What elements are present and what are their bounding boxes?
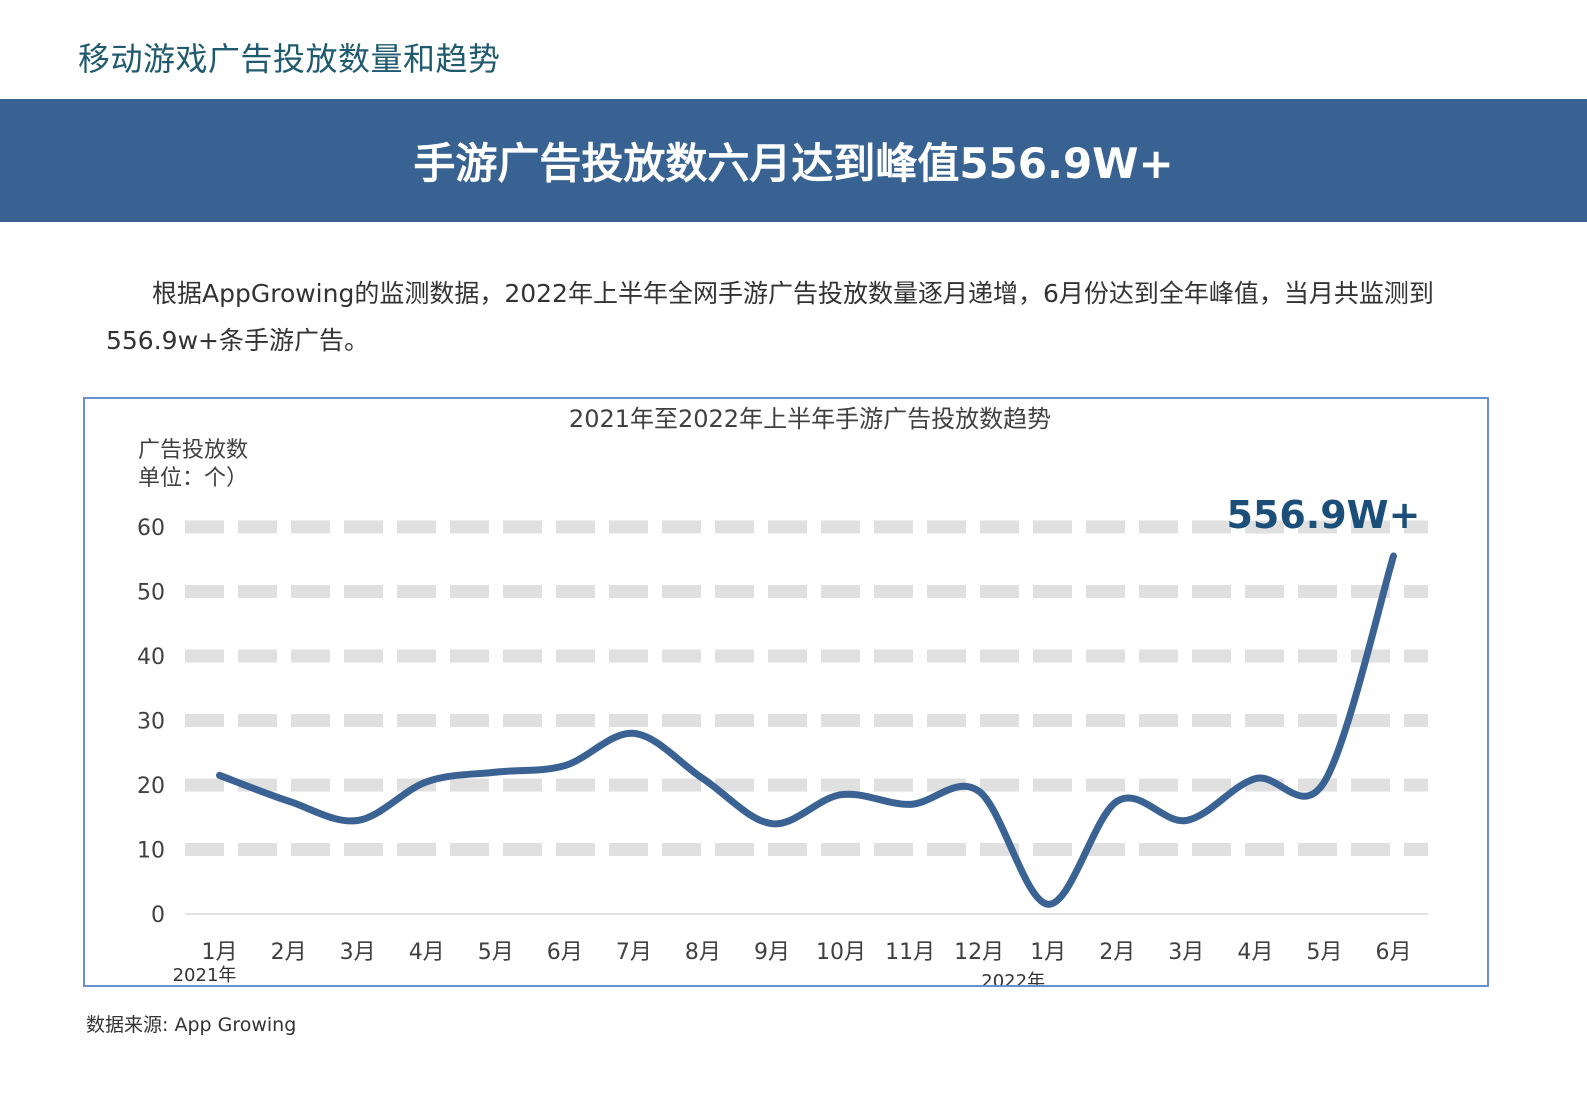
y-tick-label: 0 (151, 903, 165, 928)
x-tick-label: 11月 (885, 940, 935, 965)
y-axis-label-line1: 广告投放数 (138, 438, 248, 463)
data-point (909, 803, 911, 805)
x-tick-label: 4月 (1237, 940, 1273, 965)
x-tick-label: 5月 (1306, 940, 1342, 965)
year-label: 2022年 (981, 971, 1045, 985)
x-tick-label: 2月 (1099, 940, 1135, 965)
chart-frame: 2021年至2022年上半年手游广告投放数趋势 广告投放数 单位：个） 0 10 2… (83, 397, 1489, 992)
x-tick-label: 3月 (1168, 940, 1204, 965)
x-tick-label: 1月 (202, 940, 238, 965)
x-tick-label: 8月 (685, 940, 721, 965)
x-tick-label: 10月 (816, 940, 866, 965)
data-point (219, 774, 221, 776)
gridlines (185, 520, 1428, 915)
x-tick-label: 12月 (954, 940, 1004, 965)
headline-banner: 手游广告投放数六月达到峰值556.9W+ (0, 99, 1587, 222)
data-point (633, 732, 635, 734)
y-tick-label: 60 (137, 516, 165, 541)
headline-text: 手游广告投放数六月达到峰值556.9W+ (413, 139, 1174, 188)
data-point (1392, 555, 1394, 557)
x-tick-label: 9月 (754, 940, 790, 965)
y-tick-label: 30 (137, 710, 165, 735)
x-tick-label: 6月 (547, 940, 583, 965)
data-point (426, 781, 428, 783)
data-point (978, 790, 980, 792)
x-tick-label: 4月 (409, 940, 445, 965)
data-point (288, 800, 290, 802)
data-point (1254, 778, 1256, 780)
x-tick-label: 5月 (478, 940, 514, 965)
chart-title: 2021年至2022年上半年手游广告投放数趋势 (569, 405, 1051, 433)
data-point (1047, 903, 1049, 905)
x-tick-label: 3月 (340, 940, 376, 965)
data-point (840, 794, 842, 796)
page-title: 移动游戏广告投放数量和趋势 (78, 40, 501, 78)
y-tick-label: 40 (137, 645, 165, 670)
peak-annotation: 556.9W+ (1226, 493, 1420, 537)
intro-paragraph: 根据AppGrowing的监测数据，2022年上半年全网手游广告投放数量逐月递增… (106, 279, 1434, 355)
year-label: 2021年 (173, 965, 237, 985)
x-tick-label: 1月 (1030, 940, 1066, 965)
data-point (495, 771, 497, 773)
x-tick-label: 7月 (616, 940, 652, 965)
series-layer (216, 552, 1397, 908)
x-tick-label: 2月 (271, 940, 307, 965)
trend-chart: 2021年至2022年上半年手游广告投放数趋势 广告投放数 单位：个） 0 10 2… (137, 405, 1428, 992)
year-labels: 2021年 2022年 (173, 965, 1045, 992)
data-point (564, 765, 566, 767)
series-line (216, 552, 1397, 908)
data-point (702, 778, 704, 780)
y-tick-label: 20 (137, 774, 165, 799)
data-point (1116, 800, 1118, 802)
data-point (771, 823, 773, 825)
x-tick-label: 6月 (1375, 940, 1411, 965)
y-tick-label: 10 (137, 839, 165, 864)
data-source: 数据来源: App Growing (86, 1014, 297, 1036)
data-point (1323, 781, 1325, 783)
data-point (357, 819, 359, 821)
x-axis-ticks: 1月 2月 3月 4月 5月 6月 7月 8月 9月 10月 11月 12月 1月 2月 3月 4月 5月 6月 (202, 940, 1412, 965)
y-tick-label: 50 (137, 581, 165, 606)
y-axis-label-line2: 单位：个） (138, 466, 248, 491)
data-point (1185, 819, 1187, 821)
y-axis-ticks: 0 10 20 30 40 50 60 (137, 516, 165, 928)
